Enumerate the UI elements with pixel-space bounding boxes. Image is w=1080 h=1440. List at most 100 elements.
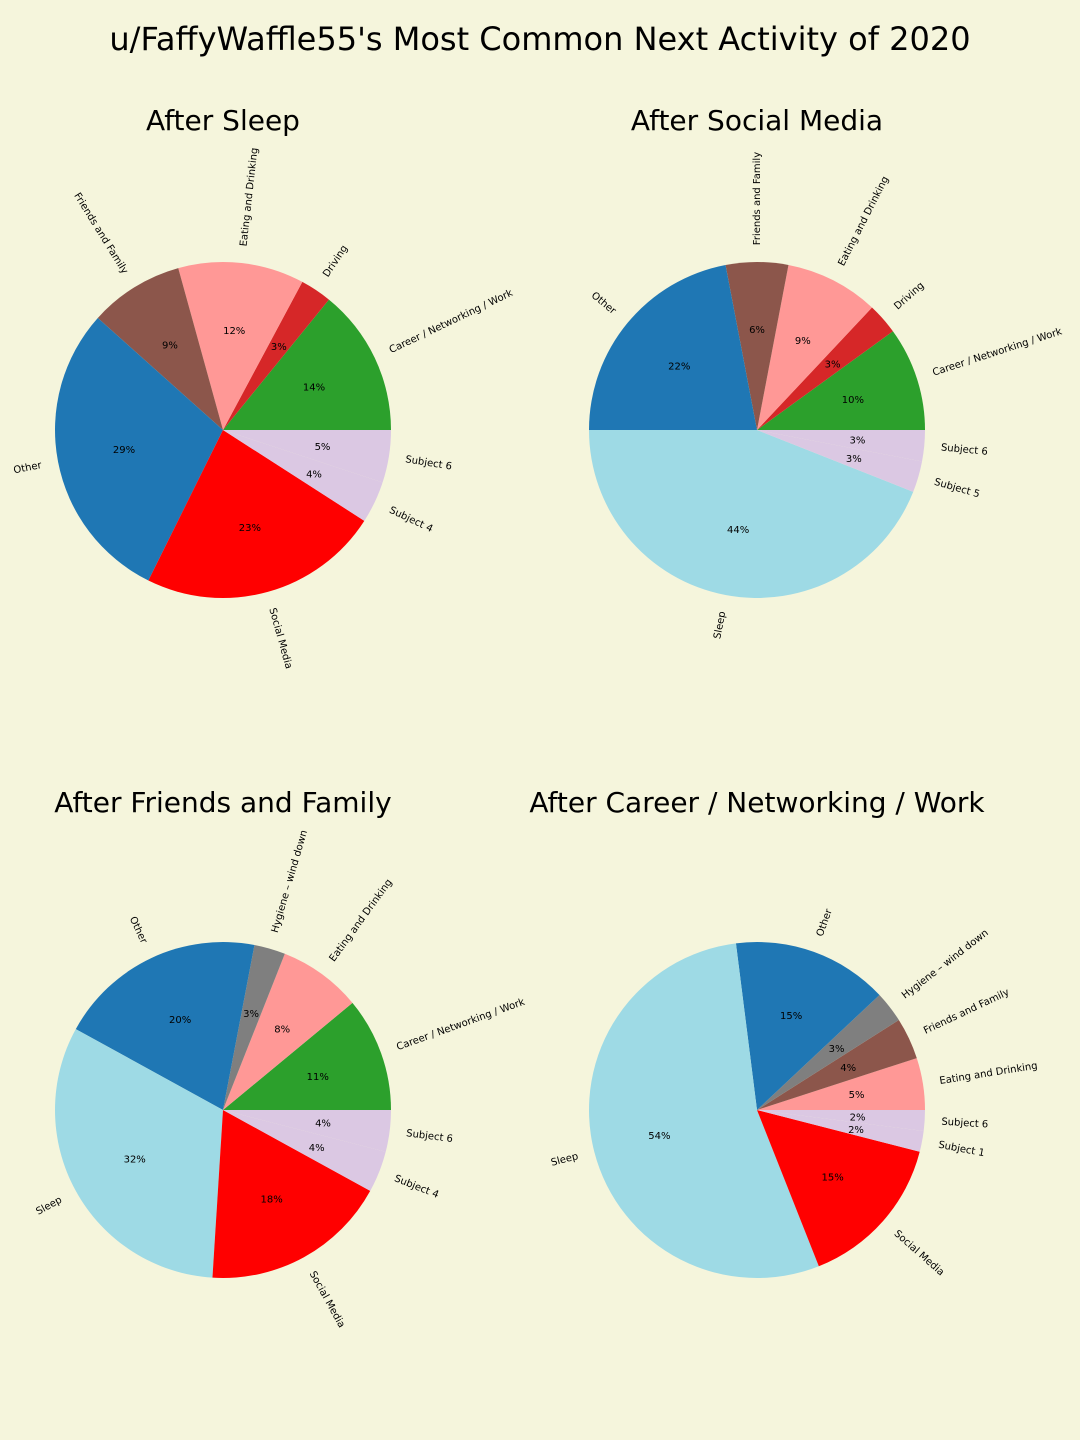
category-label-subject-6: Subject 6 — [405, 454, 453, 472]
pie-chart-2: After Social Media 10% Career / Networking… — [589, 104, 1064, 640]
slice-subject-4 — [223, 430, 383, 521]
category-label-social-media: Social Media — [266, 607, 293, 671]
pie-title: After Sleep — [146, 104, 300, 137]
slice-other — [735, 941, 880, 1110]
pie-title: After Career / Networking / Work — [529, 786, 985, 819]
slice-friends-and-family — [97, 268, 223, 430]
pct-label-career-networking-work: 11% — [307, 1072, 329, 1083]
category-label-hygiene-wind-down: Hygiene – wind down — [270, 829, 310, 934]
pct-label-friends-and-family: 4% — [840, 1063, 856, 1074]
category-label-friends-and-family: Friends and Family — [752, 152, 763, 245]
pct-label-other: 29% — [113, 445, 135, 456]
pct-label-subject-4: 4% — [306, 469, 322, 480]
category-label-sleep: Sleep — [712, 611, 728, 640]
slice-eating-and-drinking — [757, 264, 872, 430]
pct-label-other: 22% — [668, 362, 690, 373]
pct-label-career-networking-work: 10% — [842, 395, 864, 406]
slice-social-media — [212, 1110, 371, 1279]
pie-title: After Social Media — [631, 104, 883, 137]
pct-label-hygiene-wind-down: 3% — [243, 1009, 259, 1020]
slice-career-networking-work — [223, 299, 391, 430]
slice-sleep — [589, 430, 914, 598]
pct-label-subject-4: 4% — [309, 1143, 325, 1154]
slice-social-media — [757, 1110, 920, 1267]
pct-label-eating-and-drinking: 8% — [274, 1025, 290, 1036]
category-label-driving: Driving — [892, 280, 926, 312]
pct-label-career-networking-work: 14% — [303, 383, 325, 394]
slice-social-media — [148, 430, 365, 599]
pct-label-eating-and-drinking: 5% — [849, 1090, 865, 1101]
slice-sleep — [55, 1029, 223, 1278]
category-label-subject-5: Subject 5 — [933, 477, 981, 501]
slice-subject-1 — [757, 1110, 924, 1152]
slice-subject-5 — [757, 430, 923, 492]
pct-label-subject-5: 3% — [846, 454, 862, 465]
pct-label-driving: 3% — [271, 342, 287, 353]
category-label-other: Other — [589, 290, 619, 317]
category-label-social-media: Social Media — [307, 1269, 347, 1329]
slice-other — [55, 317, 223, 581]
pct-label-sleep: 32% — [124, 1155, 146, 1166]
category-label-subject-4: Subject 4 — [387, 505, 434, 535]
slice-subject-4 — [223, 1110, 386, 1191]
category-label-other: Other — [815, 907, 835, 938]
category-label-social-media: Social Media — [892, 1228, 946, 1278]
slice-friends-and-family — [725, 262, 789, 430]
category-label-subject-6: Subject 6 — [941, 1117, 989, 1131]
pct-label-social-media: 23% — [239, 523, 261, 534]
pct-label-eating-and-drinking: 9% — [795, 336, 811, 347]
pct-label-sleep: 44% — [727, 525, 749, 536]
category-label-eating-and-drinking: Eating and Drinking — [328, 877, 395, 964]
slice-friends-and-family — [757, 1019, 917, 1110]
pct-label-other: 15% — [780, 1011, 802, 1022]
category-label-career-networking-work: Career / Networking / Work — [931, 326, 1063, 378]
slice-hygiene-wind-down — [223, 944, 285, 1110]
slice-eating-and-drinking — [178, 261, 303, 430]
slice-other — [75, 942, 255, 1110]
category-label-hygiene-wind-down: Hygiene – wind down — [900, 928, 991, 1002]
pct-label-eating-and-drinking: 12% — [223, 326, 245, 337]
pie-title: After Friends and Family — [54, 786, 391, 819]
slice-subject-6 — [223, 1110, 391, 1152]
slice-subject-6 — [223, 430, 391, 483]
category-label-career-networking-work: Career / Networking / Work — [388, 288, 515, 356]
slice-driving — [223, 281, 329, 430]
slice-other — [589, 264, 757, 430]
category-label-eating-and-drinking: Eating and Drinking — [836, 175, 891, 268]
category-label-friends-and-family: Friends and Family — [71, 191, 130, 276]
category-label-eating-and-drinking: Eating and Drinking — [239, 147, 261, 247]
pct-label-subject-6: 3% — [849, 436, 865, 447]
category-label-friends-and-family: Friends and Family — [922, 987, 1011, 1037]
slice-hygiene-wind-down — [757, 995, 899, 1110]
pie-chart-3: After Friends and Family 11% Career / Netw… — [34, 786, 526, 1330]
category-label-sleep: Sleep — [550, 1151, 580, 1169]
pct-label-sleep: 54% — [648, 1131, 670, 1142]
pct-label-subject-1: 2% — [848, 1125, 864, 1136]
slice-career-networking-work — [223, 1002, 391, 1110]
slice-eating-and-drinking — [757, 1058, 925, 1110]
pct-label-subject-6: 5% — [315, 442, 331, 453]
slice-subject-6 — [757, 430, 925, 462]
pct-label-social-media: 18% — [260, 1194, 282, 1205]
pct-label-other: 20% — [169, 1015, 191, 1026]
slice-career-networking-work — [757, 331, 925, 430]
pct-label-friends-and-family: 6% — [749, 325, 765, 336]
slice-sleep — [589, 943, 819, 1278]
slice-eating-and-drinking — [223, 953, 353, 1110]
category-label-subject-6: Subject 6 — [406, 1128, 454, 1145]
category-label-driving: Driving — [321, 243, 350, 279]
pct-label-social-media: 15% — [821, 1173, 843, 1184]
slice-subject-6 — [757, 1110, 925, 1132]
pct-label-friends-and-family: 9% — [162, 340, 178, 351]
category-label-sleep: Sleep — [34, 1195, 64, 1218]
slice-driving — [757, 307, 893, 430]
category-label-subject-1: Subject 1 — [937, 1140, 985, 1160]
pie-chart-1: After Sleep 14% Career / Networking / Work… — [13, 104, 515, 670]
pct-label-subject-6: 4% — [315, 1119, 331, 1130]
pct-label-subject-6: 2% — [850, 1112, 866, 1123]
pie-chart-4: After Career / Networking / Work 5% Eating… — [529, 786, 1038, 1278]
category-label-other: Other — [13, 460, 44, 476]
category-label-career-networking-work: Career / Networking / Work — [395, 997, 526, 1053]
